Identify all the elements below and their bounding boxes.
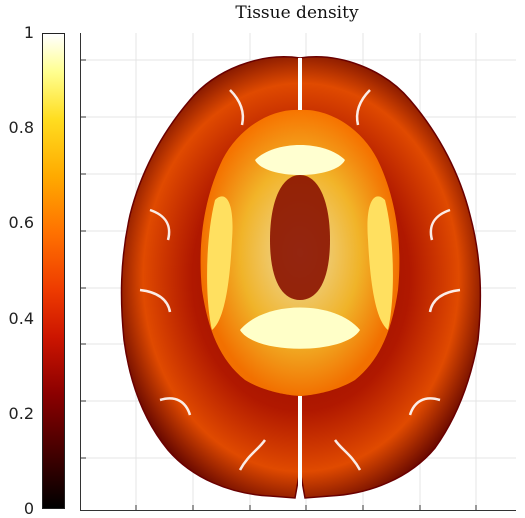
colorbar-tick-label: 1 xyxy=(23,23,34,42)
colorbar-tick-label: 0.4 xyxy=(8,309,34,328)
colorbar xyxy=(42,33,65,509)
colorbar-tick-label: 0.2 xyxy=(8,404,34,423)
plot-frame xyxy=(80,33,516,511)
axis-ticks xyxy=(81,59,477,510)
colorbar-tick-label: 0 xyxy=(23,499,34,518)
colorbar-tick-label: 0.6 xyxy=(8,213,34,232)
plot-title: Tissue density xyxy=(235,3,359,23)
colorbar-tick-label: 0.8 xyxy=(8,118,34,137)
brain-slice-image xyxy=(120,56,482,499)
